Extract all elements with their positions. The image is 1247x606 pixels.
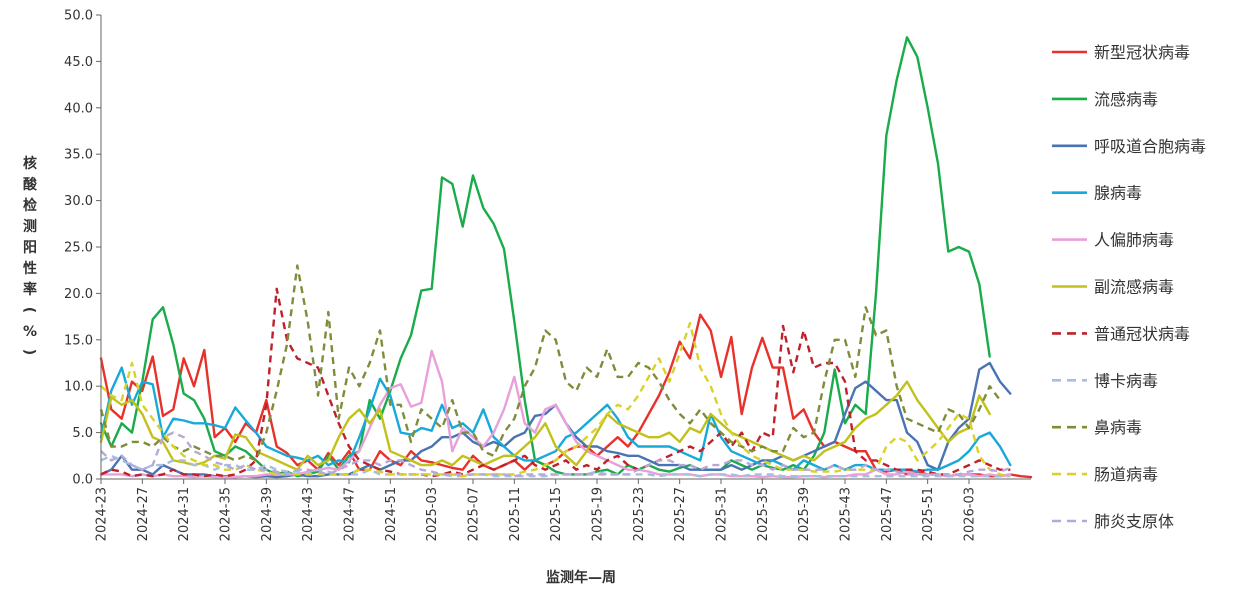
y-tick-label: 45.0 bbox=[64, 55, 93, 70]
x-tick-label: 2024-35 bbox=[219, 487, 234, 541]
x-tick-label: 2025-47 bbox=[880, 487, 895, 541]
x-tick-label: 2025-03 bbox=[425, 487, 440, 541]
x-tick-label: 2025-23 bbox=[632, 487, 647, 541]
legend-label-4: 人偏肺病毒 bbox=[1094, 231, 1174, 250]
x-tick-label: 2025-51 bbox=[921, 487, 936, 541]
series-line-6 bbox=[100, 287, 1011, 478]
legend-label-2: 呼吸道合胞病毒 bbox=[1094, 137, 1206, 156]
y-tick-label: 40.0 bbox=[64, 101, 93, 116]
legend-label-10: 肺炎支原体 bbox=[1094, 512, 1174, 531]
y-axis-title-char: 酸 bbox=[23, 176, 38, 193]
legend-label-1: 流感病毒 bbox=[1094, 90, 1158, 109]
y-tick-label: 5.0 bbox=[72, 426, 93, 441]
x-tick-label: 2026-03 bbox=[963, 487, 978, 541]
legend-label-0: 新型冠状病毒 bbox=[1094, 43, 1190, 62]
x-axis: 2024-23 2024-27 2024-31 2024-35 2024-39 2024-… bbox=[95, 478, 1031, 541]
y-tick-label: 35.0 bbox=[64, 148, 93, 163]
y-axis-title-char: 阳 bbox=[23, 240, 37, 256]
x-tick-label: 2025-07 bbox=[467, 487, 482, 541]
x-tick-label: 2025-19 bbox=[591, 487, 606, 541]
x-tick-label: 2024-47 bbox=[343, 487, 358, 541]
x-tick-label: 2025-11 bbox=[508, 487, 523, 541]
y-axis-title-char: 核 bbox=[23, 155, 37, 172]
x-tick-label: 2025-31 bbox=[715, 487, 730, 541]
x-tick-label: 2024-43 bbox=[301, 487, 316, 541]
y-axis-title-char: 性 bbox=[23, 260, 37, 277]
series-lines bbox=[99, 36, 1033, 479]
x-tick-label: 2024-27 bbox=[136, 487, 151, 541]
x-tick-label: 2024-23 bbox=[95, 487, 110, 541]
y-axis-title-char: 测 bbox=[23, 218, 37, 235]
x-tick-label: 2025-15 bbox=[549, 487, 564, 541]
x-tick-label: 2025-39 bbox=[797, 487, 812, 541]
series-line-3 bbox=[99, 366, 1012, 473]
y-tick-label: 20.0 bbox=[64, 287, 93, 302]
series-line-9 bbox=[100, 321, 1011, 478]
series-line-8 bbox=[99, 264, 1001, 462]
x-tick-label: 2025-43 bbox=[839, 487, 854, 541]
x-tick-label: 2024-31 bbox=[177, 487, 192, 541]
legend-label-9: 肠道病毒 bbox=[1094, 465, 1158, 484]
y-tick-label: 10.0 bbox=[64, 380, 93, 395]
x-tick-label: 2024-39 bbox=[260, 487, 275, 541]
y-axis-title-char: ) bbox=[21, 349, 37, 355]
legend-label-8: 鼻病毒 bbox=[1094, 418, 1142, 437]
legend-label-3: 腺病毒 bbox=[1094, 184, 1142, 203]
y-tick-label: 0.0 bbox=[72, 473, 93, 488]
x-tick-label: 2025-27 bbox=[673, 487, 688, 541]
y-axis-title-char: ( bbox=[21, 307, 37, 313]
y-axis-title-char: 检 bbox=[23, 197, 37, 214]
legend: 新型冠状病毒流感病毒呼吸道合胞病毒腺病毒人偏肺病毒副流感病毒普通冠状病毒博卡病毒… bbox=[1052, 43, 1206, 531]
legend-label-5: 副流感病毒 bbox=[1094, 278, 1174, 297]
series-line-4 bbox=[99, 349, 1012, 479]
y-axis: 0.0 5.0 10.0 15.0 20.0 25.0 30.0 35.0 40.0 45.0 50… bbox=[64, 9, 102, 488]
y-tick-label: 25.0 bbox=[64, 241, 93, 256]
x-tick-label: 2024-51 bbox=[384, 487, 399, 541]
series-line-5 bbox=[99, 380, 991, 471]
legend-label-6: 普通冠状病毒 bbox=[1094, 324, 1190, 343]
y-tick-label: 50.0 bbox=[64, 9, 93, 24]
y-axis-title-char: 率 bbox=[23, 281, 37, 298]
legend-label-7: 博卡病毒 bbox=[1094, 371, 1158, 390]
y-tick-label: 30.0 bbox=[64, 194, 93, 209]
y-axis-title-char: % bbox=[23, 324, 37, 340]
series-line-10 bbox=[100, 431, 1011, 478]
y-tick-label: 15.0 bbox=[64, 333, 93, 348]
x-axis-title: 监测年—周 bbox=[546, 569, 616, 586]
x-tick-label: 2025-35 bbox=[756, 487, 771, 541]
